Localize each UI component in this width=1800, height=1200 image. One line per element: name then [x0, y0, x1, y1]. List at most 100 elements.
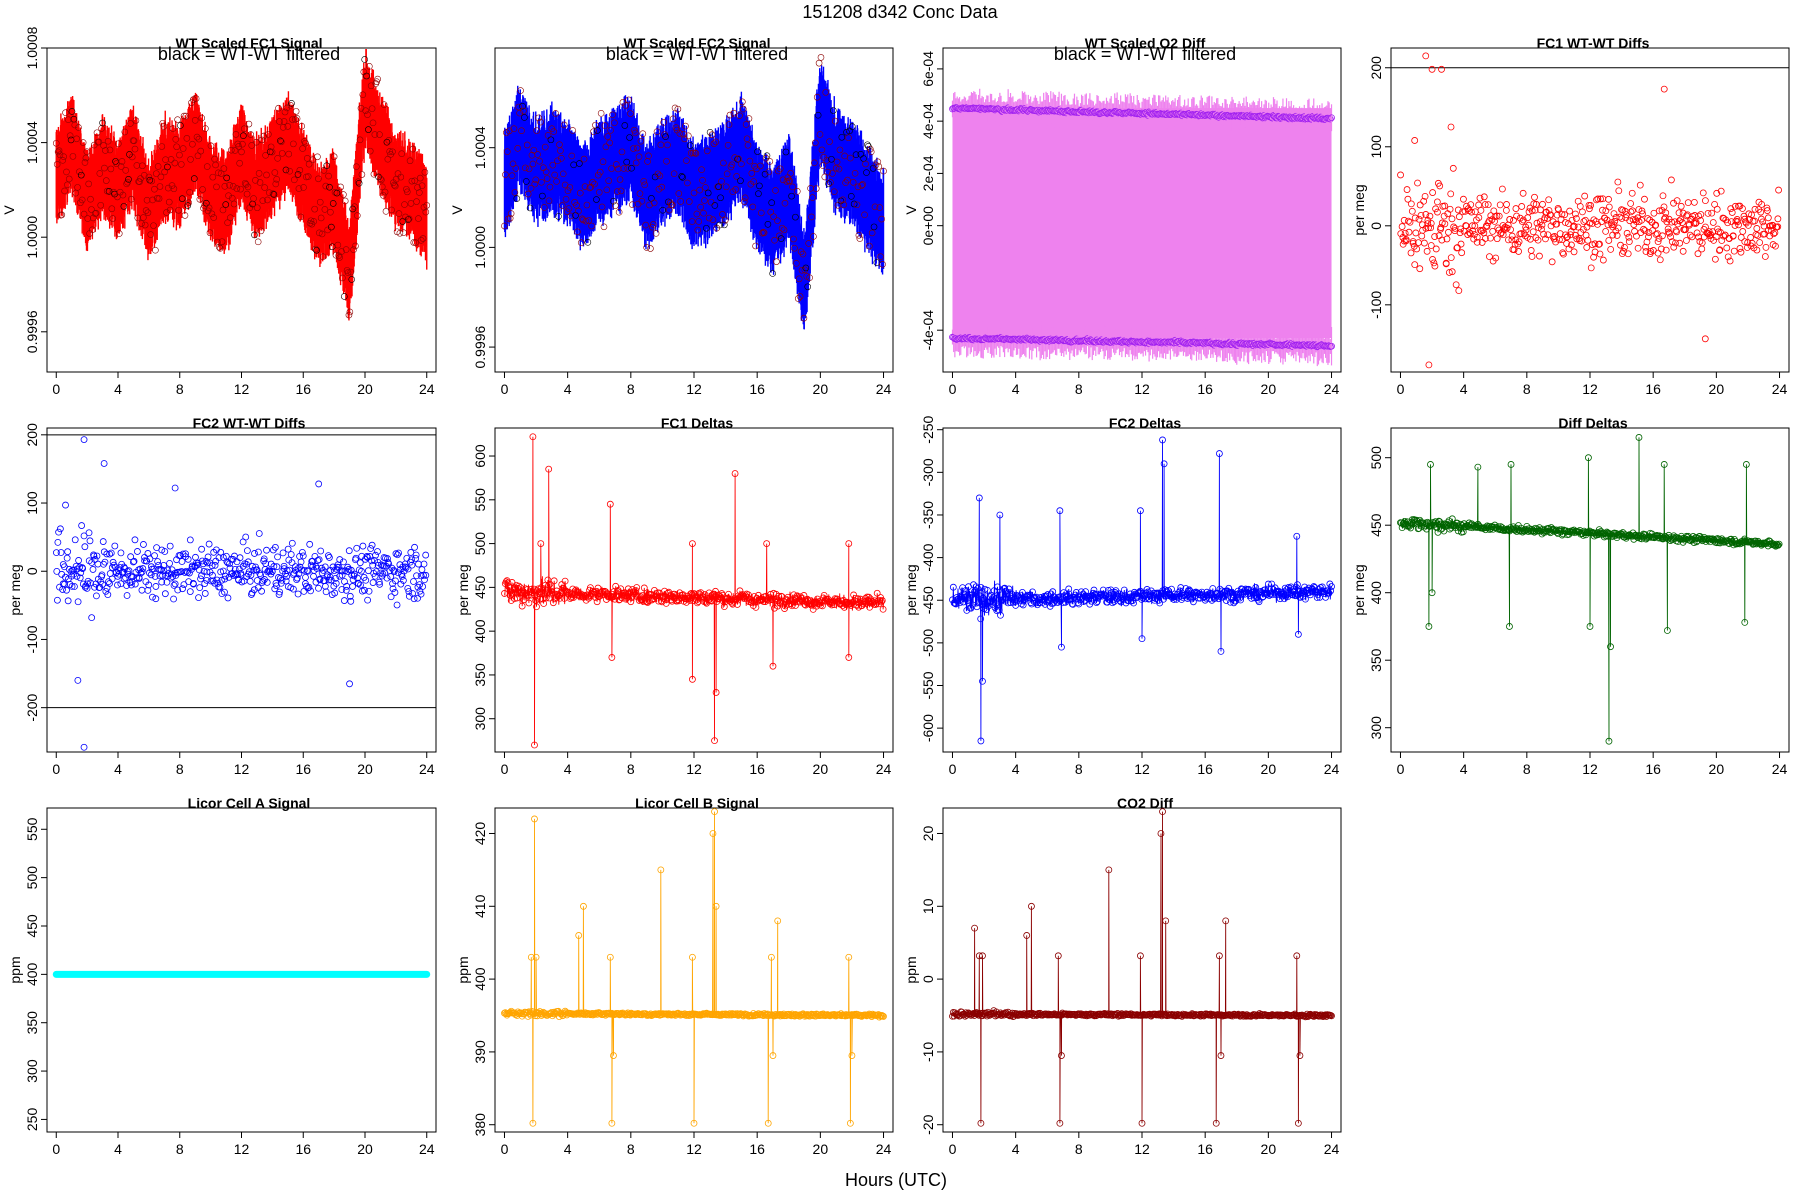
- data-point: [1565, 245, 1573, 253]
- data-point: [1481, 235, 1489, 242]
- high-point: [1328, 114, 1335, 122]
- data-point: [813, 93, 821, 101]
- data-point: [298, 122, 306, 130]
- data-point: [165, 184, 172, 192]
- data-point: [293, 115, 301, 122]
- data-point: [344, 269, 352, 276]
- data-point: [133, 162, 141, 169]
- y-tick-label: 2e-04: [920, 155, 936, 191]
- data-point: [777, 235, 785, 242]
- data-point: [1407, 200, 1415, 208]
- data-point: [228, 146, 235, 154]
- data-point: [686, 142, 694, 149]
- data-point: [647, 245, 654, 252]
- data-point: [1545, 207, 1553, 214]
- data-point: [61, 187, 68, 195]
- data-point: [611, 119, 618, 127]
- data-point: [1502, 206, 1510, 214]
- data-point: [513, 195, 521, 202]
- panel-title: WT Scaled FC1 Signal: [175, 35, 322, 51]
- data-point: [768, 199, 776, 207]
- data-point: [251, 231, 258, 239]
- data-point: [184, 202, 192, 209]
- data-point: [1441, 220, 1449, 228]
- data-point: [317, 214, 325, 222]
- data-point: [1473, 233, 1481, 241]
- figure-title: 151208 d342 Conc Data: [802, 2, 998, 22]
- data-point: [157, 173, 165, 181]
- data-point: [1486, 253, 1493, 261]
- data-point: [163, 209, 170, 216]
- data-point: [519, 102, 526, 110]
- data-point: [794, 295, 802, 302]
- data-point: [761, 170, 769, 178]
- series-line: [55, 49, 428, 321]
- data-point: [1627, 200, 1635, 207]
- data-point: [1570, 222, 1578, 230]
- data-point: [607, 126, 614, 134]
- data-point: [606, 139, 613, 147]
- data-point: [118, 158, 126, 165]
- data-point: [537, 118, 544, 126]
- data-point: [796, 293, 804, 300]
- data-point: [355, 179, 363, 187]
- data-point: [798, 266, 806, 274]
- data-point: [745, 115, 753, 122]
- data-point: [1493, 235, 1501, 243]
- data-point: [421, 168, 429, 176]
- data-point: [501, 222, 508, 230]
- data-point: [409, 145, 417, 153]
- data-point: [866, 242, 873, 250]
- data-point: [1458, 249, 1466, 257]
- data-marks: [501, 54, 887, 330]
- data-point: [558, 155, 565, 162]
- data-point: [382, 208, 390, 215]
- data-point: [539, 192, 546, 200]
- data-point: [533, 127, 540, 134]
- data-point: [836, 146, 844, 154]
- data-point: [724, 142, 732, 149]
- data-point: [367, 82, 375, 90]
- data-point: [62, 109, 69, 116]
- data-point: [698, 166, 705, 173]
- data-point: [746, 157, 754, 165]
- data-point: [124, 178, 131, 186]
- data-point: [828, 155, 835, 163]
- data-point: [1468, 222, 1476, 230]
- data-point: [1536, 252, 1543, 260]
- data-point: [721, 221, 728, 229]
- data-point: [1495, 212, 1503, 220]
- data-point: [178, 195, 186, 202]
- data-point: [1583, 244, 1591, 251]
- data-point: [633, 144, 641, 152]
- data-point: [1453, 244, 1461, 252]
- data-point: [726, 111, 734, 119]
- data-point: [730, 109, 738, 117]
- data-point: [862, 160, 869, 168]
- data-point: [697, 203, 704, 211]
- data-point: [1540, 230, 1547, 238]
- data-point: [378, 183, 386, 191]
- data-point: [1674, 220, 1682, 228]
- data-point: [1454, 206, 1462, 214]
- data-point: [166, 206, 174, 214]
- data-point: [750, 178, 758, 185]
- data-point: [707, 198, 715, 206]
- data-point: [737, 177, 744, 185]
- data-point: [1617, 241, 1624, 249]
- data-point: [1672, 239, 1679, 247]
- high-point: [1326, 115, 1334, 123]
- data-point: [1662, 209, 1670, 217]
- data-point: [1627, 208, 1635, 216]
- data-point: [160, 123, 167, 130]
- data-point: [254, 238, 262, 246]
- data-point: [398, 150, 406, 157]
- y-tick-label: 1.0004: [24, 121, 40, 164]
- data-point: [839, 196, 847, 204]
- data-point: [1596, 250, 1604, 258]
- data-point: [301, 138, 308, 145]
- data-point: [183, 135, 191, 142]
- data-point: [708, 131, 716, 138]
- data-point: [1491, 218, 1498, 225]
- data-point: [1404, 195, 1412, 203]
